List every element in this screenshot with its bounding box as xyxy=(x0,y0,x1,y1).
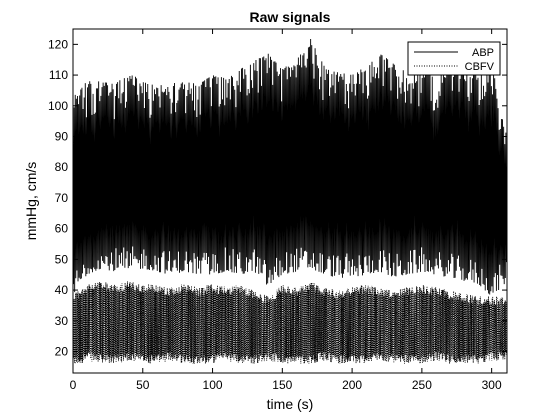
series-group xyxy=(72,39,508,364)
y-tick-label: 30 xyxy=(55,314,69,328)
legend: ABP CBFV xyxy=(407,41,501,76)
y-tick-label: 110 xyxy=(49,68,68,82)
ticks-group: 0 50 100 150 200 250 300 20 30 40 50 60 70 80 90 100 110… xyxy=(48,29,507,392)
x-tick-label: 200 xyxy=(342,378,362,392)
y-tick-label: 120 xyxy=(48,37,68,51)
x-axis-label: time (s) xyxy=(267,396,314,412)
axes-frame xyxy=(72,28,508,374)
series-abp-line xyxy=(72,39,508,295)
y-tick-label: 100 xyxy=(48,99,68,113)
chart-title: Raw signals xyxy=(250,9,331,25)
y-tick-label: 70 xyxy=(55,191,69,205)
legend-box xyxy=(407,41,501,76)
x-tick-label: 0 xyxy=(70,378,77,392)
legend-label-cbfv: CBFV xyxy=(465,61,495,73)
y-tick-label: 20 xyxy=(55,345,69,359)
y-tick-label: 90 xyxy=(55,130,69,144)
y-tick-label: 40 xyxy=(55,283,69,297)
legend-label-abp: ABP xyxy=(472,47,494,59)
y-tick-label: 60 xyxy=(55,222,69,236)
y-tick-label: 80 xyxy=(55,160,69,174)
series-cbfv-line xyxy=(72,281,508,364)
x-tick-label: 300 xyxy=(482,378,502,392)
x-tick-label: 250 xyxy=(412,378,432,392)
x-tick-label: 100 xyxy=(203,378,223,392)
y-axis-label: mmHg, cm/s xyxy=(23,162,39,241)
y-tick-label: 50 xyxy=(55,252,69,266)
x-tick-label: 150 xyxy=(272,378,292,392)
x-tick-label: 50 xyxy=(136,378,150,392)
